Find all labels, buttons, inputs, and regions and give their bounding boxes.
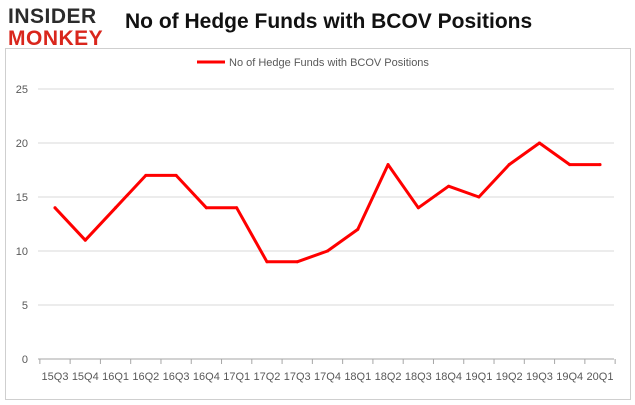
- data-point: [477, 195, 481, 199]
- x-tick-label: 15Q4: [72, 371, 99, 383]
- data-point: [144, 173, 148, 177]
- logo-text-monkey: MONKEY: [8, 27, 104, 50]
- legend-label: No of Hedge Funds with BCOV Positions: [229, 57, 429, 69]
- data-point: [83, 238, 87, 242]
- x-tick-label: 16Q2: [132, 371, 159, 383]
- data-point: [174, 173, 178, 177]
- x-tick-label: 19Q1: [465, 371, 492, 383]
- data-point: [507, 163, 511, 167]
- y-tick-label: 20: [16, 138, 28, 150]
- x-tick-label: 19Q4: [556, 371, 583, 383]
- x-tick-label: 18Q2: [375, 371, 402, 383]
- x-tick-label: 17Q2: [253, 371, 280, 383]
- data-point: [235, 206, 239, 210]
- y-tick-label: 15: [16, 192, 28, 204]
- y-tick-label: 5: [22, 300, 28, 312]
- data-point: [598, 163, 602, 167]
- data-point: [447, 184, 451, 188]
- x-tick-label: 19Q2: [496, 371, 523, 383]
- x-tick-label: 18Q1: [344, 371, 371, 383]
- x-tick-label: 19Q3: [526, 371, 553, 383]
- x-tick-label: 17Q3: [284, 371, 311, 383]
- data-point: [295, 260, 299, 264]
- data-point: [386, 163, 390, 167]
- logo-text-insider: INSIDER: [8, 5, 97, 28]
- data-point: [114, 206, 118, 210]
- data-point: [356, 227, 360, 231]
- x-tick-label: 17Q1: [223, 371, 250, 383]
- data-point: [326, 249, 329, 253]
- y-tick-label: 25: [16, 84, 28, 96]
- y-tick-label: 10: [16, 246, 28, 258]
- chart-area: [5, 48, 631, 400]
- data-point: [265, 260, 269, 264]
- data-point: [53, 206, 57, 210]
- x-tick-label: 18Q4: [435, 371, 462, 383]
- insider-monkey-logo: INSIDER MONKEY: [8, 6, 120, 49]
- data-point: [568, 163, 572, 167]
- y-tick-label: 0: [22, 354, 28, 366]
- series-line: [53, 141, 602, 264]
- x-tick-label: 18Q3: [405, 371, 432, 383]
- x-tick-label: 16Q1: [102, 371, 129, 383]
- data-point: [416, 206, 420, 210]
- data-point: [537, 141, 541, 145]
- data-point: [204, 206, 208, 210]
- x-tick-label: 20Q1: [587, 371, 614, 383]
- x-tick-label: 15Q3: [42, 371, 69, 383]
- chart-title: No of Hedge Funds with BCOV Positions: [125, 10, 533, 33]
- x-tick-label: 16Q4: [193, 371, 220, 383]
- x-tick-label: 17Q4: [314, 371, 341, 383]
- x-tick-label: 16Q3: [163, 371, 190, 383]
